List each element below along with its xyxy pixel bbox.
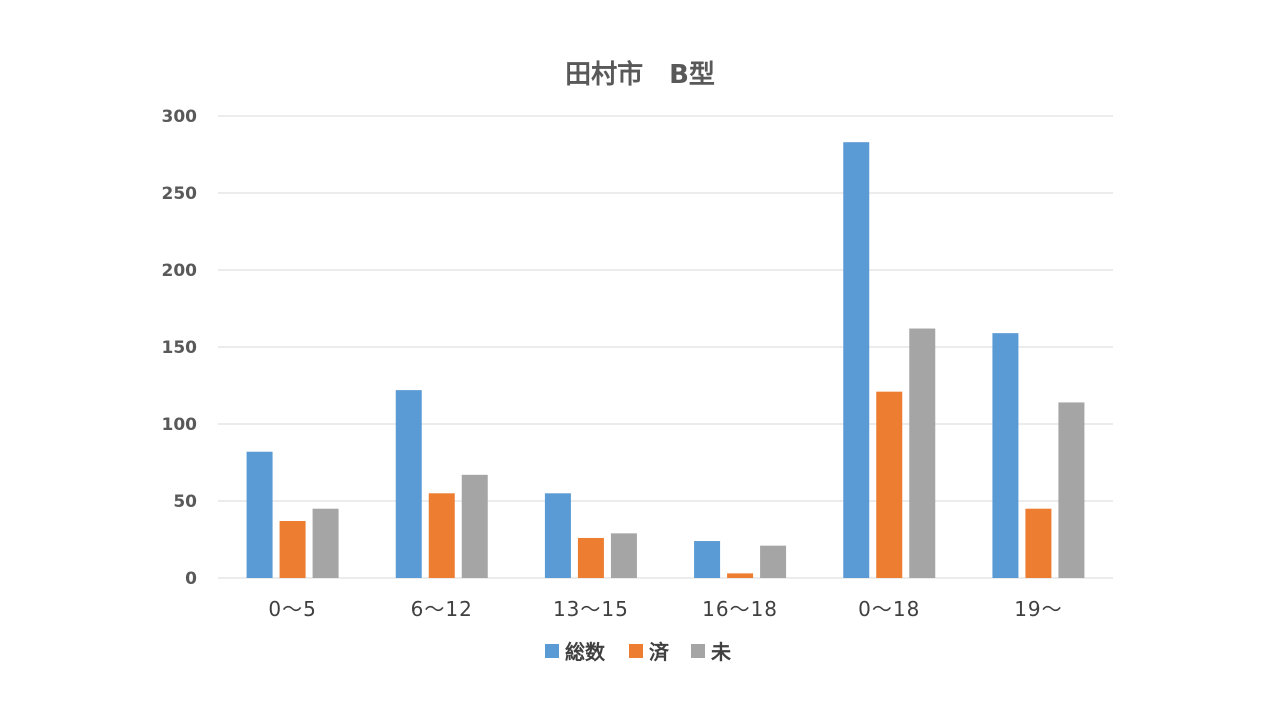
x-tick-label: 0～18 xyxy=(858,597,920,621)
bar-未-13～15 xyxy=(610,533,637,578)
y-tick-label: 200 xyxy=(162,261,198,281)
x-tick-label: 13～15 xyxy=(553,597,629,621)
y-tick-label: 50 xyxy=(173,492,197,512)
legend-label: 済 xyxy=(649,640,670,664)
x-tick-label: 19～ xyxy=(1014,597,1062,621)
bar-総数-0～5 xyxy=(246,451,273,578)
y-tick-label: 0 xyxy=(185,569,197,589)
y-axis-ticks: 0 50 100 150 200 250 300 xyxy=(162,107,198,589)
bar-未-16～18 xyxy=(760,545,787,578)
bar-未-19～ xyxy=(1058,402,1085,578)
bar-済-0～18 xyxy=(876,391,903,578)
legend-swatch-済 xyxy=(629,644,643,658)
x-tick-label: 16～18 xyxy=(702,597,778,621)
x-tick-label: 0～5 xyxy=(268,597,316,621)
y-tick-label: 250 xyxy=(162,184,198,204)
bar-総数-16～18 xyxy=(694,541,721,578)
bar-済-13～15 xyxy=(577,537,604,578)
legend-label: 総数 xyxy=(565,640,606,664)
legend: 総数 済 未 xyxy=(545,640,731,664)
legend-label: 未 xyxy=(711,640,731,664)
bar-未-0～18 xyxy=(909,328,936,578)
bars xyxy=(246,142,1085,578)
gridlines xyxy=(218,115,1113,579)
legend-swatch-総数 xyxy=(545,644,559,658)
bar-総数-13～15 xyxy=(544,493,571,578)
bar-総数-6～12 xyxy=(395,390,422,578)
x-tick-label: 6～12 xyxy=(411,597,473,621)
chart-title: 田村市 B型 xyxy=(565,59,715,90)
bar-未-0～5 xyxy=(312,508,339,578)
bar-総数-0～18 xyxy=(843,142,870,578)
y-tick-label: 150 xyxy=(162,338,198,358)
bar-未-6～12 xyxy=(461,474,488,578)
x-axis-ticks: 0～5 6～12 13～15 16～18 0～18 19～ xyxy=(268,597,1062,621)
bar-済-16～18 xyxy=(727,573,754,578)
y-tick-label: 300 xyxy=(162,107,198,127)
bar-総数-19～ xyxy=(992,333,1019,578)
bar-済-19～ xyxy=(1025,508,1052,578)
legend-swatch-未 xyxy=(691,644,705,658)
bar-済-0～5 xyxy=(279,521,306,578)
bar-済-6～12 xyxy=(428,493,455,578)
y-tick-label: 100 xyxy=(162,415,198,435)
